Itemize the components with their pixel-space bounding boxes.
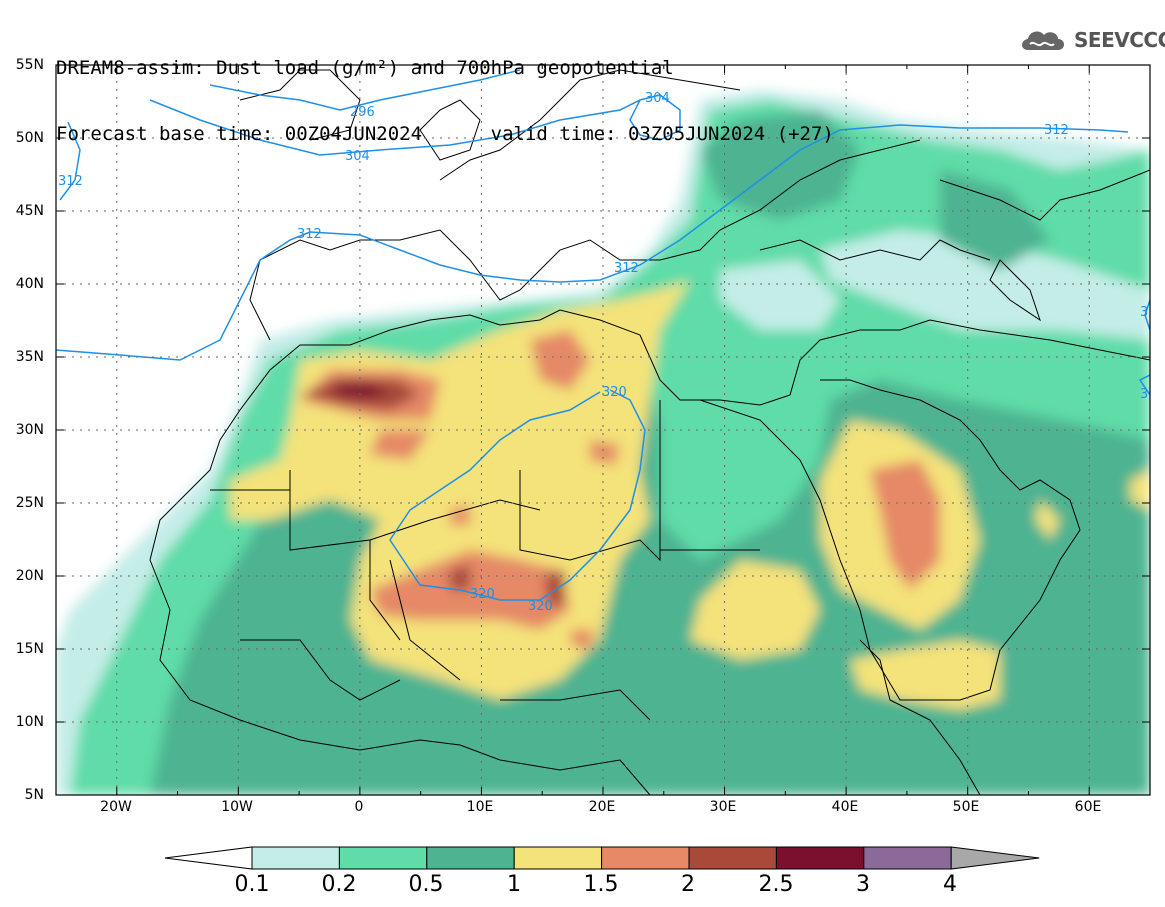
colorbar xyxy=(164,846,1040,870)
colorbar-label: 0.5 xyxy=(408,872,444,897)
colorbar-swatch xyxy=(775,846,865,870)
lat-label: 50N xyxy=(15,130,44,146)
lon-label: 10W xyxy=(221,799,253,815)
colorbar-label: 1 xyxy=(507,872,521,897)
lon-label: 10E xyxy=(466,799,494,815)
cloud-icon xyxy=(1022,31,1064,50)
title-line-1: DREAM8-assim: Dust load (g/m²) and 700hP… xyxy=(56,57,674,79)
colorbar-label: 3 xyxy=(856,872,870,897)
logo-text: SEEVCCC xyxy=(1074,28,1165,52)
contour-label: 304 xyxy=(645,91,670,106)
contour-label: 312 xyxy=(614,261,639,276)
title-line-2: Forecast base time: 00Z04JUN2024 valid t… xyxy=(56,123,834,145)
lat-label: 5N xyxy=(24,787,44,803)
colorbar-label: 4 xyxy=(943,872,957,897)
lon-label: 20E xyxy=(588,799,616,815)
contour-label: 296 xyxy=(350,105,375,120)
coastlines xyxy=(149,69,1150,795)
colorbar-swatch xyxy=(251,846,340,870)
lon-label: 60E xyxy=(1074,799,1102,815)
graticule xyxy=(56,65,1150,795)
colorbar-label: 0.2 xyxy=(321,872,357,897)
lat-label: 40N xyxy=(15,276,44,292)
lat-label: 25N xyxy=(15,495,44,511)
map-title: DREAM8-assim: Dust load (g/m²) and 700hP… xyxy=(56,13,834,167)
lat-label: 55N xyxy=(15,57,44,73)
colorbar-max-arrow xyxy=(950,846,1040,870)
colorbar-swatch xyxy=(426,846,515,870)
lat-label: 20N xyxy=(15,568,44,584)
lon-label: 50E xyxy=(952,799,980,815)
colorbar-label: 2.5 xyxy=(758,872,794,897)
seevccc-logo: SEEVCCC xyxy=(1018,24,1165,60)
dust-field: 296 304 304 312 312 312 312 320 320 320 … xyxy=(56,65,1150,795)
contour-labels: 296 304 304 312 312 312 312 320 320 320 … xyxy=(58,91,1148,614)
axis-ticks xyxy=(55,64,1151,796)
colorbar-swatch xyxy=(601,846,690,870)
lat-label: 35N xyxy=(15,349,44,365)
colorbar-label: 2 xyxy=(681,872,695,897)
colorbar-label: 1.5 xyxy=(583,872,619,897)
contour-label: 312 xyxy=(58,174,83,189)
colorbar-min-arrow xyxy=(164,846,253,870)
colorbar-swatch xyxy=(863,846,952,870)
contour-label: 320 xyxy=(602,385,627,400)
contour-label: 312 xyxy=(297,227,322,242)
contour-label: 304 xyxy=(345,149,370,164)
lon-label: 20W xyxy=(100,799,132,815)
lon-label: 40E xyxy=(831,799,859,815)
contour-label: 3 xyxy=(1140,305,1148,320)
contour-label: 320 xyxy=(470,587,495,602)
lat-label: 45N xyxy=(15,203,44,219)
lon-label: 0 xyxy=(354,799,364,815)
lat-label: 10N xyxy=(15,714,44,730)
contour-label: 3 xyxy=(1140,387,1148,402)
lat-label: 30N xyxy=(15,422,44,438)
contour-label: 320 xyxy=(528,599,553,614)
lat-label: 15N xyxy=(15,641,44,657)
colorbar-swatch xyxy=(513,846,603,870)
colorbar-swatch xyxy=(688,846,777,870)
colorbar-label: 0.1 xyxy=(234,872,270,897)
colorbar-swatch xyxy=(338,846,428,870)
lon-label: 30E xyxy=(709,799,737,815)
contour-label: 312 xyxy=(1044,123,1069,138)
